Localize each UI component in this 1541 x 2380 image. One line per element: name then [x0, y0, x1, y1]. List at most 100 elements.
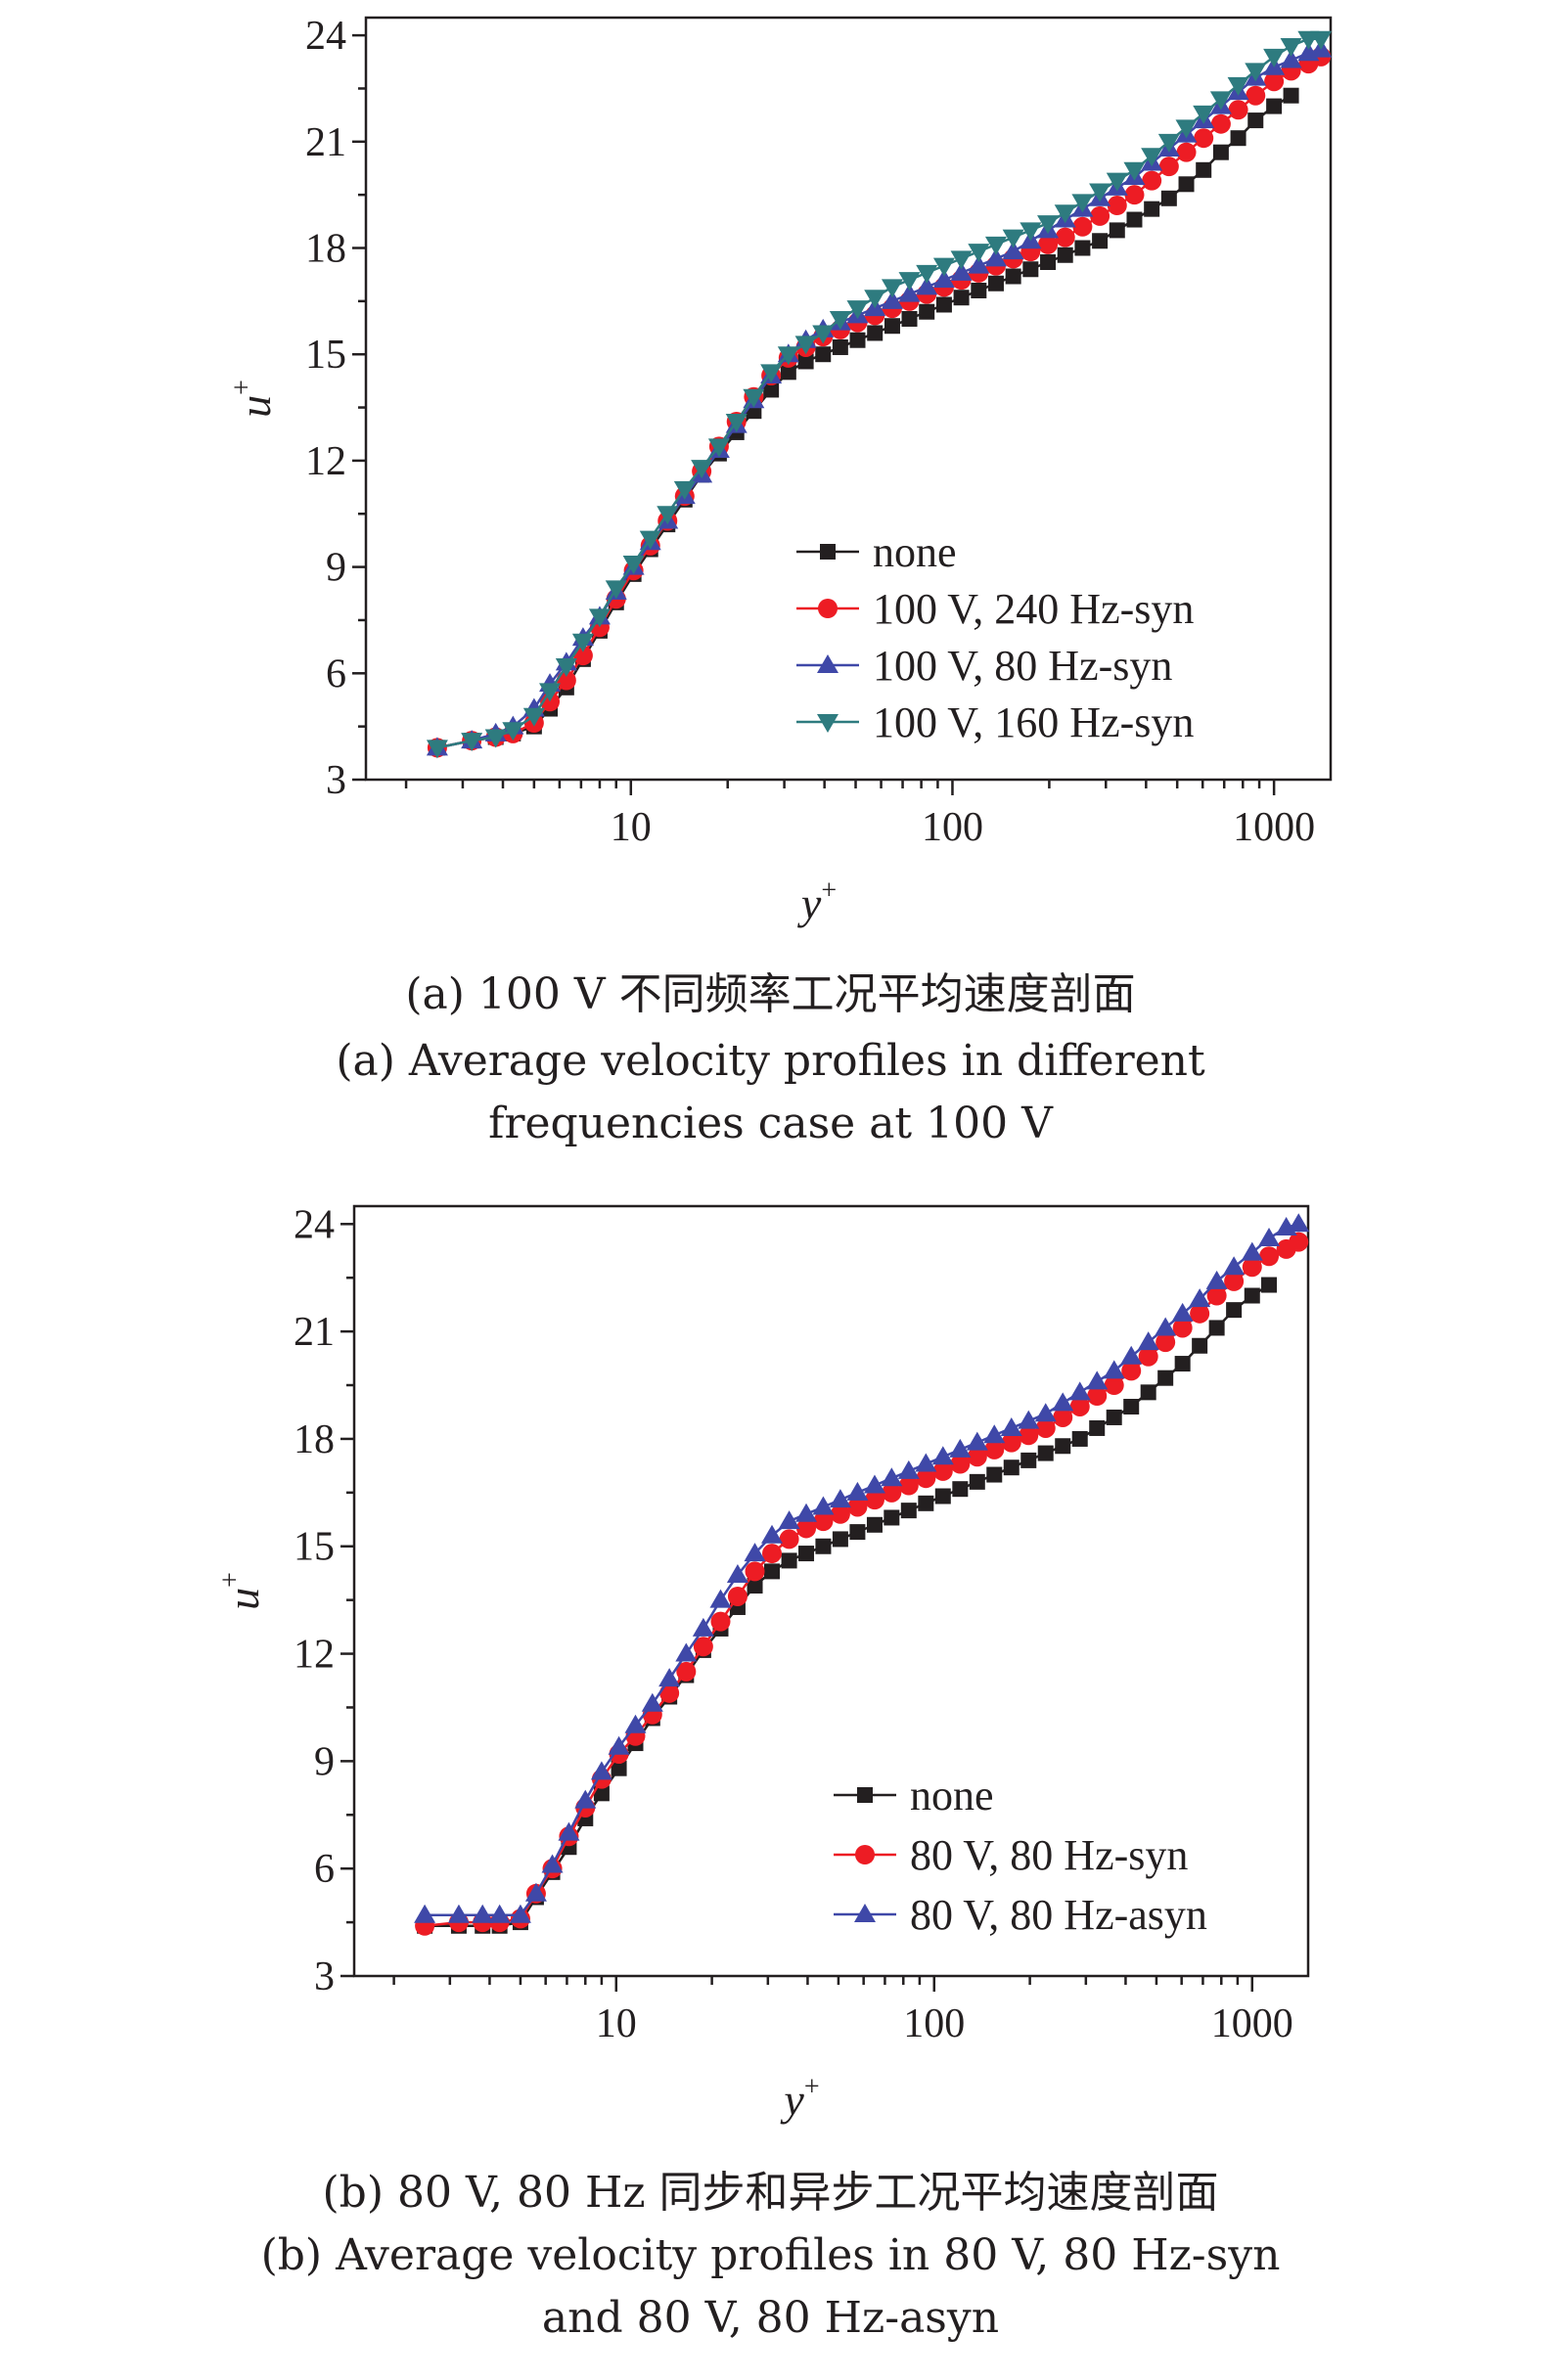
chart-b-y-tick-label: 9 — [314, 1739, 335, 1784]
chart-a-data-point — [1227, 76, 1249, 96]
chart-b-data-point — [710, 1611, 731, 1632]
chart-b-data-point — [659, 1683, 680, 1703]
chart-a-data-point — [884, 318, 900, 335]
chart-b-data-point — [898, 1475, 919, 1496]
chart-a-data-point — [1210, 113, 1231, 134]
chart-a-data-point — [1020, 222, 1042, 242]
chart-a-data-point — [1144, 201, 1160, 217]
chart-b-data-point — [779, 1529, 799, 1549]
chart-b-data-point — [950, 1454, 971, 1474]
chart-b-legend: none 80 V, 80 Hz-syn 80 V, 80 Hz-asyn — [834, 1772, 1207, 1939]
chart-a-data-point — [1037, 215, 1060, 235]
chart-a-data-point — [932, 269, 955, 289]
chart-b-data-point — [1120, 1345, 1143, 1365]
chart-b-data-point — [488, 1904, 511, 1923]
chart-a-legend-label: none — [873, 528, 957, 576]
chart-b-legend-label: 80 V, 80 Hz-syn — [910, 1831, 1188, 1879]
chart-a-data-point — [829, 310, 851, 330]
chart-b-data-point — [967, 1447, 987, 1467]
chart-b-data-point — [624, 1714, 647, 1733]
chart-a-y-axis-title: u+ — [227, 380, 280, 418]
chart-a-data-point — [588, 608, 611, 628]
chart-b-data-point — [1242, 1257, 1262, 1278]
chart-a-y-axis: 3 6 9 12 15 18 21 24 — [305, 14, 366, 803]
chart-a-data-point — [849, 332, 866, 348]
chart-b-data-point — [952, 1481, 969, 1498]
chart-b-data-point — [744, 1543, 766, 1562]
chart-a-data-point — [461, 733, 483, 752]
chart-a-data-point — [673, 480, 696, 500]
chart-a-series-100-v-160-hz-syn — [426, 30, 1333, 759]
chart-b-data-point — [1001, 1432, 1021, 1453]
chart-b-data-point — [812, 1496, 835, 1515]
chart-b-data-point — [1138, 1346, 1158, 1367]
chart-b-data-point — [761, 1524, 784, 1544]
chart-a-data-point — [1092, 233, 1109, 249]
chart-a-data-point — [1054, 204, 1076, 224]
chart-a-y-tick-label: 24 — [305, 14, 346, 59]
chart-a-data-point — [1212, 144, 1229, 160]
chart-b-data-point — [1244, 1287, 1260, 1304]
chart-b-data-point — [931, 1446, 954, 1465]
chart-a-data-point — [953, 290, 970, 306]
chart-b-plot: 10 100 1000 3 6 9 12 15 18 21 24 y+ u+ none 80 V, 80 H… — [215, 1202, 1310, 2125]
chart-a-data-point — [763, 382, 780, 398]
chart-b-y-tick-label: 3 — [314, 1954, 335, 1999]
chart-a-data-point — [881, 279, 903, 298]
chart-b-data-point — [863, 1474, 885, 1494]
chart-b-data-point — [1018, 1410, 1040, 1429]
chart-b-data-point — [1226, 1302, 1243, 1319]
chart-b-data-point — [1261, 1277, 1278, 1293]
chart-b-data-point — [1157, 1370, 1174, 1386]
chart-a-data-point — [760, 364, 783, 383]
chart-b-data-point — [611, 1760, 627, 1776]
caption-b-en-line2: and 80 V, 80 Hz-asyn — [541, 2293, 1000, 2343]
chart-b-data-point — [1137, 1331, 1159, 1351]
chart-b-data-point — [884, 1509, 900, 1526]
chart-a-data-point — [867, 325, 884, 341]
chart-b-x-axis-title: y+ — [780, 2072, 819, 2125]
chart-a-data-point — [901, 310, 918, 327]
chart-b-data-point — [915, 1453, 937, 1472]
chart-b-data-point — [781, 1552, 797, 1569]
chart-a-x-axis-title: y+ — [797, 876, 837, 928]
chart-b-data-point — [641, 1692, 663, 1712]
chart-b-data-point — [866, 1516, 883, 1533]
chart-b-data-point — [881, 1467, 903, 1487]
chart-b-data-point — [692, 1617, 714, 1637]
chart-b-data-point — [745, 1561, 765, 1582]
chart-a-data-point — [639, 530, 661, 550]
chart-b-data-point — [414, 1904, 436, 1923]
chart-a-legend-label: 100 V, 160 Hz-syn — [873, 698, 1194, 746]
chart-b-data-point — [1288, 1213, 1310, 1233]
chart-a-data-point — [846, 300, 869, 320]
chart-b-data-point — [524, 1882, 547, 1902]
chart-b-data-point — [447, 1904, 470, 1923]
chart-b-legend-label: none — [910, 1772, 994, 1819]
chart-a-data-point — [555, 658, 577, 678]
chart-b-data-point — [829, 1489, 851, 1508]
chart-a-data-point — [1160, 190, 1177, 206]
chart-b-data-point — [1241, 1241, 1263, 1261]
chart-a-data-point — [932, 257, 955, 277]
chart-b-data-point — [1068, 1381, 1091, 1401]
chart-a-data-point — [898, 272, 921, 292]
chart-b-data-point — [918, 1495, 934, 1511]
chart-a-data-point — [1266, 98, 1283, 114]
chart-b-data-point — [1208, 1320, 1225, 1336]
chart-a-data-point — [919, 303, 935, 320]
chart-b-data-point — [1019, 1425, 1039, 1446]
figure-a: 10 100 1000 3 6 9 12 15 18 21 24 y+ u+ none 100 V, 240… — [0, 0, 1541, 1174]
chart-b-data-point — [1123, 1398, 1140, 1415]
chart-a-data-point — [864, 290, 886, 309]
chart-b-data-point — [1171, 1302, 1194, 1322]
chart-a-data-point — [1247, 112, 1264, 129]
chart-a-data-point — [815, 346, 832, 363]
chart-a-data-point — [1157, 133, 1180, 153]
chart-a-data-point — [1280, 49, 1302, 68]
chart-a-data-point — [1280, 37, 1302, 57]
chart-b-plot-frame — [352, 1204, 1310, 1978]
chart-b-data-point — [1089, 1419, 1106, 1436]
chart-b-data-point — [813, 1511, 834, 1532]
caption-a-en-line2: frequencies case at 100 V — [488, 1099, 1053, 1148]
